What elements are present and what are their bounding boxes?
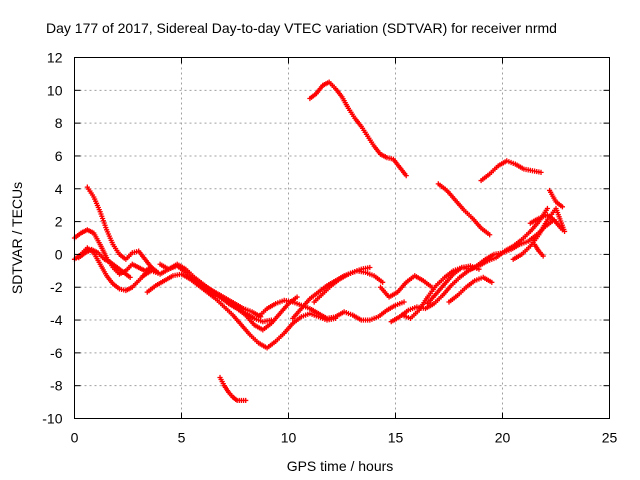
chart-title: Day 177 of 2017, Sidereal Day-to-day VTE… xyxy=(46,20,557,36)
x-tick-label: 5 xyxy=(178,430,186,446)
series-arc-11 xyxy=(290,264,373,322)
y-tick-label: -2 xyxy=(50,279,63,295)
y-axis-label: SDTVAR / TECUs xyxy=(9,182,25,294)
series-arc-10 xyxy=(255,297,407,323)
x-axis-label: GPS time / hours xyxy=(287,458,394,474)
y-tick-label: 6 xyxy=(55,148,63,164)
y-tick-label: 2 xyxy=(55,214,63,230)
y-tick-label: -10 xyxy=(42,411,62,427)
series-arc-12 xyxy=(311,268,386,305)
data-point xyxy=(487,232,493,238)
series-arc-8 xyxy=(189,276,264,320)
data-point xyxy=(544,205,551,212)
series-arc-24 xyxy=(532,241,546,259)
y-tick-label: 4 xyxy=(55,181,63,197)
data-point xyxy=(403,173,409,179)
data-point xyxy=(538,169,544,175)
series-arc-3 xyxy=(84,184,155,271)
x-axis-ticks: 0 5 10 15 20 25 xyxy=(71,57,618,446)
data-point xyxy=(380,279,386,285)
data-point xyxy=(401,299,407,305)
series-arc-14 xyxy=(377,273,435,300)
y-tick-label: -4 xyxy=(50,312,63,328)
y-tick-label: 10 xyxy=(47,82,63,98)
x-tick-label: 0 xyxy=(71,430,79,446)
data-point xyxy=(489,279,495,285)
data-point xyxy=(127,274,133,280)
data-point xyxy=(367,264,373,271)
y-tick-label: 0 xyxy=(55,246,63,262)
series-arc-13 xyxy=(307,79,409,179)
series-arc-4 xyxy=(76,246,133,280)
data-point xyxy=(540,253,546,259)
data-point xyxy=(476,266,482,272)
series-arc-17 xyxy=(425,263,482,307)
data-point xyxy=(561,228,568,235)
series-arc-22 xyxy=(527,212,559,226)
series-arc-9 xyxy=(217,374,249,404)
series-arc-20 xyxy=(478,158,544,184)
data-point xyxy=(243,397,249,404)
data-point xyxy=(559,204,566,210)
series-arc-19 xyxy=(435,181,493,238)
data-series xyxy=(71,79,568,404)
y-axis-ticks: -10 -8 -6 -4 -2 0 2 4 6 8 10 12 xyxy=(42,50,610,427)
series-arc-23 xyxy=(546,187,566,210)
x-tick-label: 10 xyxy=(281,430,297,446)
plot-frame xyxy=(74,57,610,419)
x-tick-label: 25 xyxy=(602,430,618,446)
y-tick-label: -6 xyxy=(50,345,63,361)
y-tick-label: 12 xyxy=(47,50,63,66)
data-point xyxy=(553,218,559,225)
x-tick-label: 15 xyxy=(388,430,404,446)
series-arc-18 xyxy=(446,274,495,305)
y-tick-label: -8 xyxy=(50,378,63,394)
y-tick-label: 8 xyxy=(55,115,63,131)
x-tick-label: 20 xyxy=(495,430,511,446)
data-point xyxy=(294,294,300,300)
